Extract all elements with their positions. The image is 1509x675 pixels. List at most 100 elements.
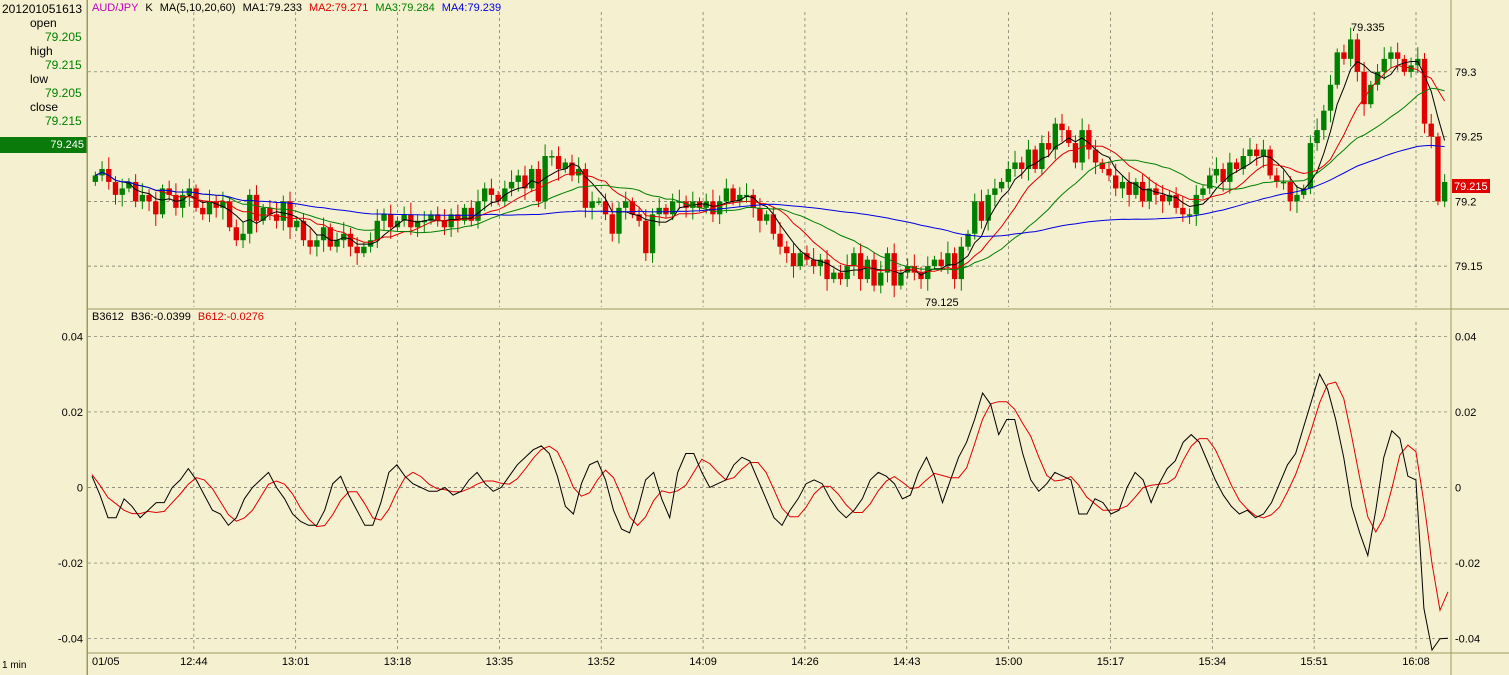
candle-body (622, 201, 629, 208)
candle-body (1180, 207, 1186, 215)
ma3-label: MA3:79.284 (375, 2, 434, 14)
candle-body (911, 266, 918, 273)
candle-body (1227, 162, 1233, 182)
candle-body (1119, 181, 1126, 189)
candle-body (878, 272, 884, 286)
candle-body (1019, 162, 1025, 169)
candle-body (1059, 123, 1065, 131)
candle-body (629, 201, 636, 215)
candle-body (958, 246, 965, 280)
timeframe-label: 1 min (2, 660, 27, 671)
candle-body (126, 181, 132, 189)
y-tick-label: 0.02 (62, 407, 83, 419)
candle-body (1153, 188, 1159, 195)
candle-body (1012, 162, 1018, 169)
candle-body (327, 227, 333, 247)
candle-body (1186, 214, 1193, 216)
candle-body (112, 181, 119, 195)
candle-body (810, 259, 817, 267)
candle-body (475, 201, 481, 221)
candle-body (656, 207, 662, 215)
candle-body (1327, 84, 1334, 111)
candle-body (1079, 130, 1085, 163)
candle-body (1005, 168, 1011, 182)
x-tick-label: 13:18 (384, 656, 412, 668)
candle-body (582, 168, 589, 208)
candle-body (220, 201, 226, 208)
candle-body (1213, 168, 1220, 176)
candle-body (616, 207, 622, 234)
candle-body (508, 181, 515, 189)
x-tick-label: 13:35 (486, 656, 514, 668)
candle-body (1039, 143, 1045, 169)
candle-body (649, 214, 656, 254)
candle-body (884, 253, 891, 273)
candle-body (837, 272, 844, 280)
y-tick-label: 79.2 (1455, 196, 1476, 208)
candle-body (891, 253, 897, 286)
y-tick-label: 79.15 (1455, 261, 1483, 273)
ma-spec-label: MA(5,10,20,60) (160, 2, 236, 14)
open-value: 79.205 (45, 30, 82, 44)
kind-label: K (145, 2, 153, 14)
candle-body (945, 253, 951, 267)
candle-body (401, 214, 407, 221)
candle-body (347, 233, 354, 247)
candle-body (857, 253, 864, 280)
candle-body (562, 162, 568, 169)
candle-body (267, 207, 273, 215)
candle-body (1267, 149, 1273, 176)
y-tick-label: -0.02 (58, 558, 83, 570)
x-tick-label: 12:44 (180, 656, 208, 668)
candle-body (1334, 52, 1340, 85)
candle-body (1381, 58, 1387, 72)
low-annotation: 79.125 (925, 297, 959, 309)
candle-body (1045, 143, 1052, 150)
candle-body (602, 201, 609, 215)
candle-body (669, 201, 676, 215)
candle-body (488, 188, 495, 195)
candle-body (428, 214, 434, 221)
candle-body (696, 201, 703, 208)
symbol-label: AUD/JPY (92, 2, 139, 14)
candle-body (1193, 194, 1199, 215)
candle-body (716, 201, 723, 215)
candle-body (1354, 39, 1361, 72)
y-tick-label: 79.25 (1455, 132, 1483, 144)
x-axis-ticks: 01/05 12:44 13:01 13:18 13:35 13:52 14:09 14:26… (92, 656, 1430, 668)
candle-body (233, 227, 240, 241)
candle-body (482, 188, 488, 202)
candle-body (898, 272, 904, 286)
candle-body (676, 201, 683, 203)
y-tick-label: -0.02 (1455, 558, 1480, 570)
candle-body (763, 214, 770, 221)
candle-body (804, 253, 810, 260)
candle-body (609, 214, 615, 234)
candle-body (864, 259, 871, 280)
y-tick-label: 0 (77, 483, 83, 495)
candle-body (703, 201, 709, 208)
candle-body (206, 201, 213, 215)
candle-body (1113, 175, 1119, 189)
y-tick-label: 0 (1455, 483, 1461, 495)
candle-body (495, 194, 501, 202)
moving-average-lines (95, 60, 1446, 276)
last-price-tag: 79.245 (0, 137, 87, 153)
candle-body (374, 220, 380, 241)
candle-body (320, 227, 327, 241)
x-tick-label: 16:08 (1402, 656, 1430, 668)
candle-body (341, 233, 347, 241)
candle-body (166, 188, 172, 195)
candle-body (300, 220, 307, 241)
ma1-label: MA1:79.233 (243, 2, 302, 14)
candle-body (455, 214, 461, 221)
candle-body (1300, 188, 1307, 195)
candle-body (1133, 181, 1139, 195)
candle-body (824, 259, 830, 280)
low-label: low (30, 72, 49, 86)
candle-body (1274, 175, 1280, 182)
open-label: open (30, 16, 57, 30)
y-tick-label: -0.04 (58, 634, 83, 646)
candle-body (998, 181, 1005, 189)
